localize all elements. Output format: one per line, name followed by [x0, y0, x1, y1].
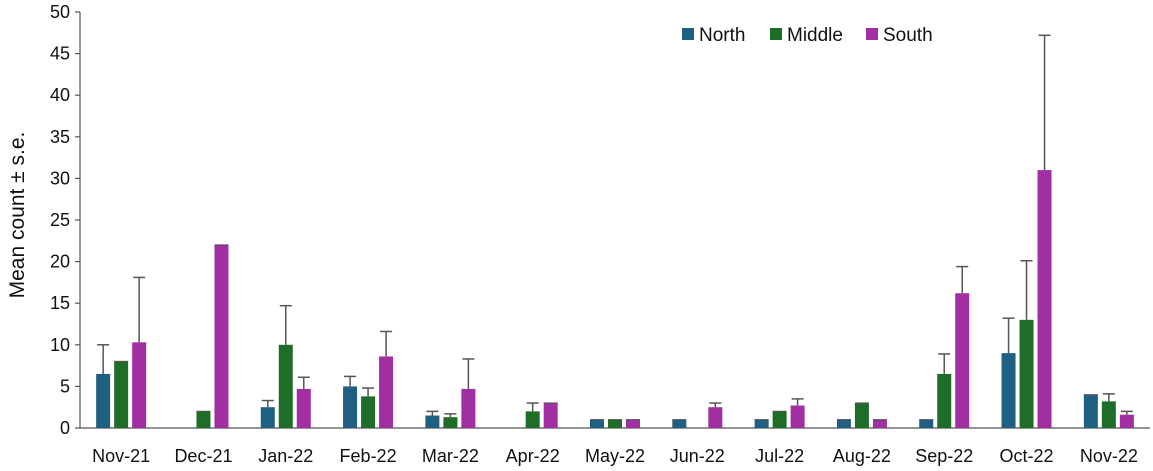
- legend-label-north: North: [699, 25, 745, 46]
- bar-north: [343, 386, 358, 428]
- bar-south: [708, 407, 723, 428]
- bar-middle: [525, 411, 540, 428]
- bar-north: [754, 419, 769, 428]
- x-tick-label: Aug-22: [833, 446, 891, 466]
- bar-north: [836, 419, 851, 428]
- bar-south: [132, 342, 147, 428]
- bar-south: [214, 244, 229, 428]
- x-tick-label: Dec-21: [174, 446, 232, 466]
- bar-south: [1119, 414, 1134, 428]
- bar-middle: [1101, 401, 1116, 428]
- bar-middle: [772, 411, 787, 428]
- bar-north: [672, 419, 687, 428]
- x-tick-label: Mar-22: [422, 446, 479, 466]
- legend-swatch-middle: [770, 28, 782, 40]
- bar-middle: [937, 373, 952, 428]
- bar-middle: [1019, 319, 1034, 428]
- y-tick-label: 15: [50, 293, 70, 313]
- x-tick-label: Apr-22: [506, 446, 560, 466]
- axes: 0 5 10 15 20 25 30 35 40 45 50 Nov-21 Dec-21 Jan-22 Fe…: [50, 2, 1150, 466]
- bar-middle: [361, 396, 376, 428]
- y-tick-label: 5: [60, 376, 70, 396]
- bar-north: [1001, 353, 1016, 428]
- y-tick-label: 0: [60, 418, 70, 438]
- y-tick-label: 25: [50, 210, 70, 230]
- error-bars: [97, 34, 1133, 421]
- bar-north: [1083, 394, 1098, 428]
- y-tick-label: 20: [50, 252, 70, 272]
- bar-north: [425, 415, 440, 428]
- bars: [96, 170, 1134, 428]
- x-tick-label: Oct-22: [1000, 446, 1054, 466]
- y-tick-label: 45: [50, 44, 70, 64]
- bar-south: [1037, 170, 1052, 428]
- bar-south: [296, 388, 311, 428]
- bar-south: [872, 419, 887, 428]
- legend-label-middle: Middle: [787, 25, 843, 46]
- bar-middle: [608, 419, 622, 428]
- y-tick-label: 30: [50, 168, 70, 188]
- x-tick-label: Nov-21: [92, 446, 150, 466]
- bar-north: [96, 373, 111, 428]
- legend: North Middle South: [682, 25, 933, 46]
- x-tick-label: Jun-22: [670, 446, 725, 466]
- bar-middle: [443, 417, 458, 428]
- bar-south: [543, 403, 558, 428]
- bar-north: [590, 419, 604, 428]
- bar-south: [626, 419, 640, 428]
- bar-middle: [114, 361, 129, 428]
- bar-middle: [278, 344, 293, 428]
- bar-south: [461, 388, 476, 428]
- x-tick-label: Jan-22: [258, 446, 313, 466]
- x-tick-label: Jul-22: [755, 446, 804, 466]
- x-tick-label: Sep-22: [915, 446, 973, 466]
- bar-south: [790, 405, 805, 428]
- x-tick-label: May-22: [585, 446, 645, 466]
- bar-middle: [854, 403, 869, 428]
- bar-north: [919, 419, 934, 428]
- x-tick-label: Nov-22: [1080, 446, 1138, 466]
- legend-swatch-north: [682, 28, 694, 40]
- y-tick-label: 35: [50, 127, 70, 147]
- bar-north: [260, 407, 275, 428]
- bar-middle: [196, 411, 211, 428]
- y-axis-label: Mean count ± s.e.: [6, 132, 29, 299]
- y-tick-label: 50: [50, 2, 70, 22]
- y-tick-label: 10: [50, 335, 70, 355]
- legend-label-south: South: [883, 25, 933, 46]
- bar-south: [379, 356, 394, 428]
- legend-swatch-south: [866, 28, 878, 40]
- y-tick-label: 40: [50, 85, 70, 105]
- x-tick-label: Feb-22: [340, 446, 397, 466]
- bar-south: [955, 293, 970, 428]
